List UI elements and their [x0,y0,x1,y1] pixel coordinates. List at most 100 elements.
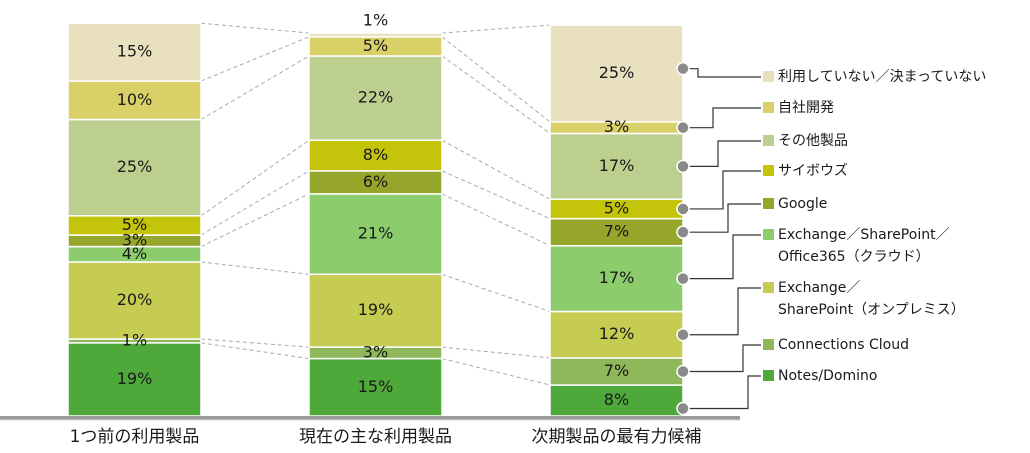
legend-marker-dot [676,202,690,216]
legend-label: SharePoint（オンプレミス） [778,302,965,318]
bar-segment [67,118,202,217]
connector-line [200,193,310,248]
bar-segment [549,310,684,359]
data-label: 7% [604,361,629,380]
category-label: 1つ前の利用製品 [70,427,200,447]
legend-swatch [763,339,774,350]
legend-leader-line [683,170,761,210]
connector-line [441,170,551,220]
legend-label: その他製品 [778,133,848,149]
legend-swatch [763,198,774,209]
data-label: 5% [604,198,629,217]
data-label: 1% [363,11,388,30]
legend-label: サイボウズ [778,163,848,179]
data-label: 6% [363,172,388,191]
legend-leader-line [683,234,761,280]
legend-label: Connections Cloud [778,337,909,353]
legend-leader-line [683,344,761,373]
data-label: 1% [122,330,147,349]
connector-line [200,338,310,348]
data-label: 3% [604,117,629,136]
data-label: 7% [604,222,629,241]
bar-segment [67,342,202,417]
legend-swatch [763,102,774,113]
data-label: 19% [358,300,394,319]
connector-line [441,36,551,123]
connector-line [441,273,551,312]
legend-leader-line [683,203,761,233]
legend-marker-dot [676,401,690,416]
legend-label: Exchange／SharePoint／ [778,227,950,243]
data-label: 20% [117,290,153,309]
legend-label: 自社開発 [778,100,834,116]
legend-leader-line [683,140,761,167]
data-label: 4% [122,244,147,263]
bar-segment [308,273,443,348]
legend-swatch [763,229,774,240]
bar-segment [308,55,443,141]
x-axis-line [0,416,740,420]
bar-segment [549,24,684,123]
bar-stack: 19% 1% 20% 4%3%5% 25% 10% 15% [67,22,202,417]
legend-swatch [763,370,774,381]
legend-leader-line [683,287,761,336]
connector-line [200,261,310,275]
connector-line [441,55,551,134]
legend-marker-dot [676,225,690,239]
bar-segment [308,139,443,172]
data-label: 25% [599,63,635,82]
bar-segment [67,80,202,121]
data-label: 5% [122,215,147,234]
legend-label: Notes/Domino [778,368,877,384]
data-label: 3% [363,342,388,361]
data-label: 10% [117,90,153,109]
bar-stack: 8% 7% 12% 17% 7% 5% 17% 3% 25% [549,24,684,417]
bar-segment [308,193,443,276]
data-label: 8% [604,390,629,409]
legend-label: Google [778,196,827,212]
legend-marker-dot [676,159,690,174]
legend-marker-dot [676,120,690,135]
legend-swatch [763,71,774,82]
bar-segment [67,261,202,340]
connector-line [200,36,310,82]
category-label: 現在の主な利用製品 [299,427,452,447]
legend-leader-line [683,107,761,129]
bar-segment [549,217,684,247]
data-label: 17% [599,156,635,175]
connector-line [200,170,310,236]
legend-marker-dot [676,271,690,286]
legend-marker-dot [676,364,690,379]
data-label: 15% [358,377,394,396]
legend-label: Exchange／ [778,280,860,296]
legend-leader-line [683,375,761,410]
connector-line [441,346,551,359]
data-label: 8% [363,145,388,164]
data-label: 17% [599,268,635,287]
bar-segment [549,244,684,313]
connector-line [200,22,310,34]
legend-swatch [763,282,774,293]
data-label: 25% [117,157,153,176]
bar-segment [67,22,202,82]
legend-swatch [763,165,774,176]
data-label: 15% [117,42,153,61]
connector-line [441,139,551,200]
bar-stack: 15% 3% 19% 21% 6% 8% 22% 5% 1% [308,11,443,417]
connector-line [441,193,551,247]
data-label: 12% [599,324,635,343]
data-label: 19% [117,369,153,388]
connector-line [441,24,551,34]
legend-leader-line [683,68,761,78]
bar-segment [308,32,443,38]
connector-line [200,342,310,360]
data-label: 21% [358,224,394,243]
connector-line [200,139,310,217]
legend-marker-dot [676,61,690,76]
bar-segment [308,357,443,417]
data-label: 3% [122,230,147,249]
legend-label: Office365（クラウド） [778,249,930,265]
legend-label: 利用していない／決まっていない [778,69,986,85]
